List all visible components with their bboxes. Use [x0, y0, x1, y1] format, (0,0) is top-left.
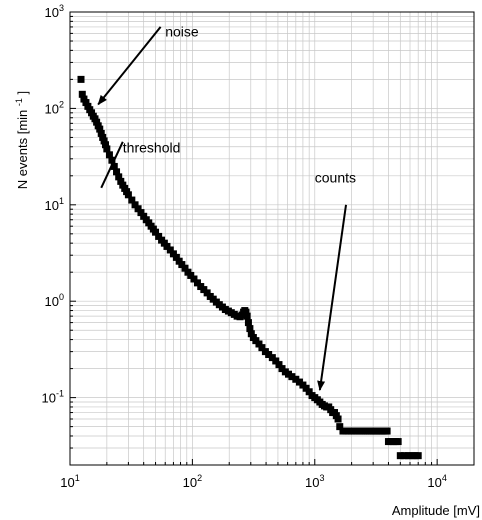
y-tick-label-base: 10: [42, 391, 56, 406]
annotation-label: counts: [315, 170, 356, 186]
data-point: [172, 253, 180, 261]
annotation-label: noise: [165, 23, 199, 39]
y-tick-label-exponent: 3: [59, 3, 64, 13]
y-tick-label: 103: [45, 3, 64, 20]
y-tick-label-exponent: 0: [59, 292, 64, 302]
data-point: [82, 99, 90, 107]
data-point: [155, 232, 163, 240]
data-point: [255, 340, 263, 348]
x-tick-label: 104: [427, 473, 446, 490]
data-point: [246, 325, 254, 333]
data-point: [396, 452, 404, 460]
data-point: [400, 452, 408, 460]
data-point: [137, 209, 145, 217]
data-point: [247, 330, 255, 338]
y-tick-label: 10-1: [42, 389, 64, 406]
x-tick-label-base: 10: [183, 475, 197, 490]
x-tick-label: 103: [305, 473, 324, 490]
data-point: [78, 90, 86, 98]
y-tick-label-base: 10: [45, 294, 59, 309]
y-tick-label-base: 10: [45, 198, 59, 213]
y-axis-title-close: ]: [15, 91, 30, 95]
x-tick-label-exponent: 3: [319, 473, 324, 483]
y-tick-label: 101: [45, 196, 64, 213]
annotation-label: threshold: [123, 139, 181, 155]
threshold-marker: [100, 141, 124, 189]
y-tick-label: 102: [45, 99, 64, 116]
data-point: [103, 145, 111, 153]
data-point: [178, 261, 186, 269]
data-point: [272, 357, 280, 365]
y-axis-title: N events [min -1 ]: [10, 91, 30, 189]
data-point: [110, 162, 118, 170]
annotation-arrow: [97, 26, 162, 106]
y-tick-label-base: 10: [45, 101, 59, 116]
data-point: [124, 191, 132, 199]
data-point: [113, 168, 121, 176]
data-point: [193, 279, 201, 287]
x-tick-label-base: 10: [427, 475, 441, 490]
y-tick-label-exponent: -1: [56, 389, 64, 399]
data-point: [258, 344, 266, 352]
data-point: [187, 271, 195, 279]
data-point: [203, 289, 211, 297]
data-point: [275, 361, 283, 369]
data-point: [394, 438, 402, 446]
data-point: [152, 228, 160, 236]
data-point: [242, 308, 250, 316]
y-tick-label-exponent: 2: [59, 99, 64, 109]
data-point: [115, 173, 123, 181]
data-point: [414, 452, 422, 460]
data-point: [101, 141, 109, 149]
data-point: [288, 373, 296, 381]
x-axis-title: Amplitude [mV]: [392, 503, 480, 518]
data-point: [166, 246, 174, 254]
data-point: [244, 319, 252, 327]
data-point: [117, 177, 125, 185]
x-tick-label-base: 10: [305, 475, 319, 490]
data-point: [383, 427, 391, 435]
data-point: [134, 205, 142, 213]
data-point: [128, 196, 136, 204]
data-point: [108, 156, 116, 164]
data-point: [163, 242, 171, 250]
data-point: [305, 388, 313, 396]
x-tick-label: 101: [60, 473, 79, 490]
data-point: [243, 312, 251, 320]
y-tick-label-exponent: 1: [59, 196, 64, 206]
y-tick-label: 100: [45, 292, 64, 309]
data-point: [181, 264, 189, 272]
data-point: [100, 137, 108, 145]
x-tick-label-exponent: 4: [442, 473, 447, 483]
data-point: [292, 375, 300, 383]
axis-ticks: [69, 11, 475, 466]
y-axis-title-superscript: -1: [14, 98, 24, 106]
data-point: [169, 250, 177, 258]
data-point: [265, 351, 273, 359]
x-tick-label-base: 10: [60, 475, 74, 490]
data-point: [334, 415, 342, 423]
data-point: [77, 75, 85, 83]
y-tick-label-base: 10: [45, 5, 59, 20]
data-point: [336, 423, 344, 431]
data-point: [97, 129, 105, 137]
data-point: [105, 151, 113, 159]
y-axis-title-main: N events [min: [15, 110, 30, 189]
data-point: [131, 201, 139, 209]
plot-frame: [69, 11, 475, 466]
data-point: [93, 118, 101, 126]
annotations: noise threshold counts: [97, 23, 356, 391]
data-point: [190, 275, 198, 283]
data-point: [96, 125, 104, 133]
x-tick-label: 102: [183, 473, 202, 490]
data-points: [77, 75, 422, 460]
data-point: [404, 452, 412, 460]
x-tick-label-exponent: 1: [75, 473, 80, 483]
grid-lines: [69, 11, 475, 466]
x-tick-label-exponent: 2: [197, 473, 202, 483]
annotation-arrow: [317, 204, 348, 391]
